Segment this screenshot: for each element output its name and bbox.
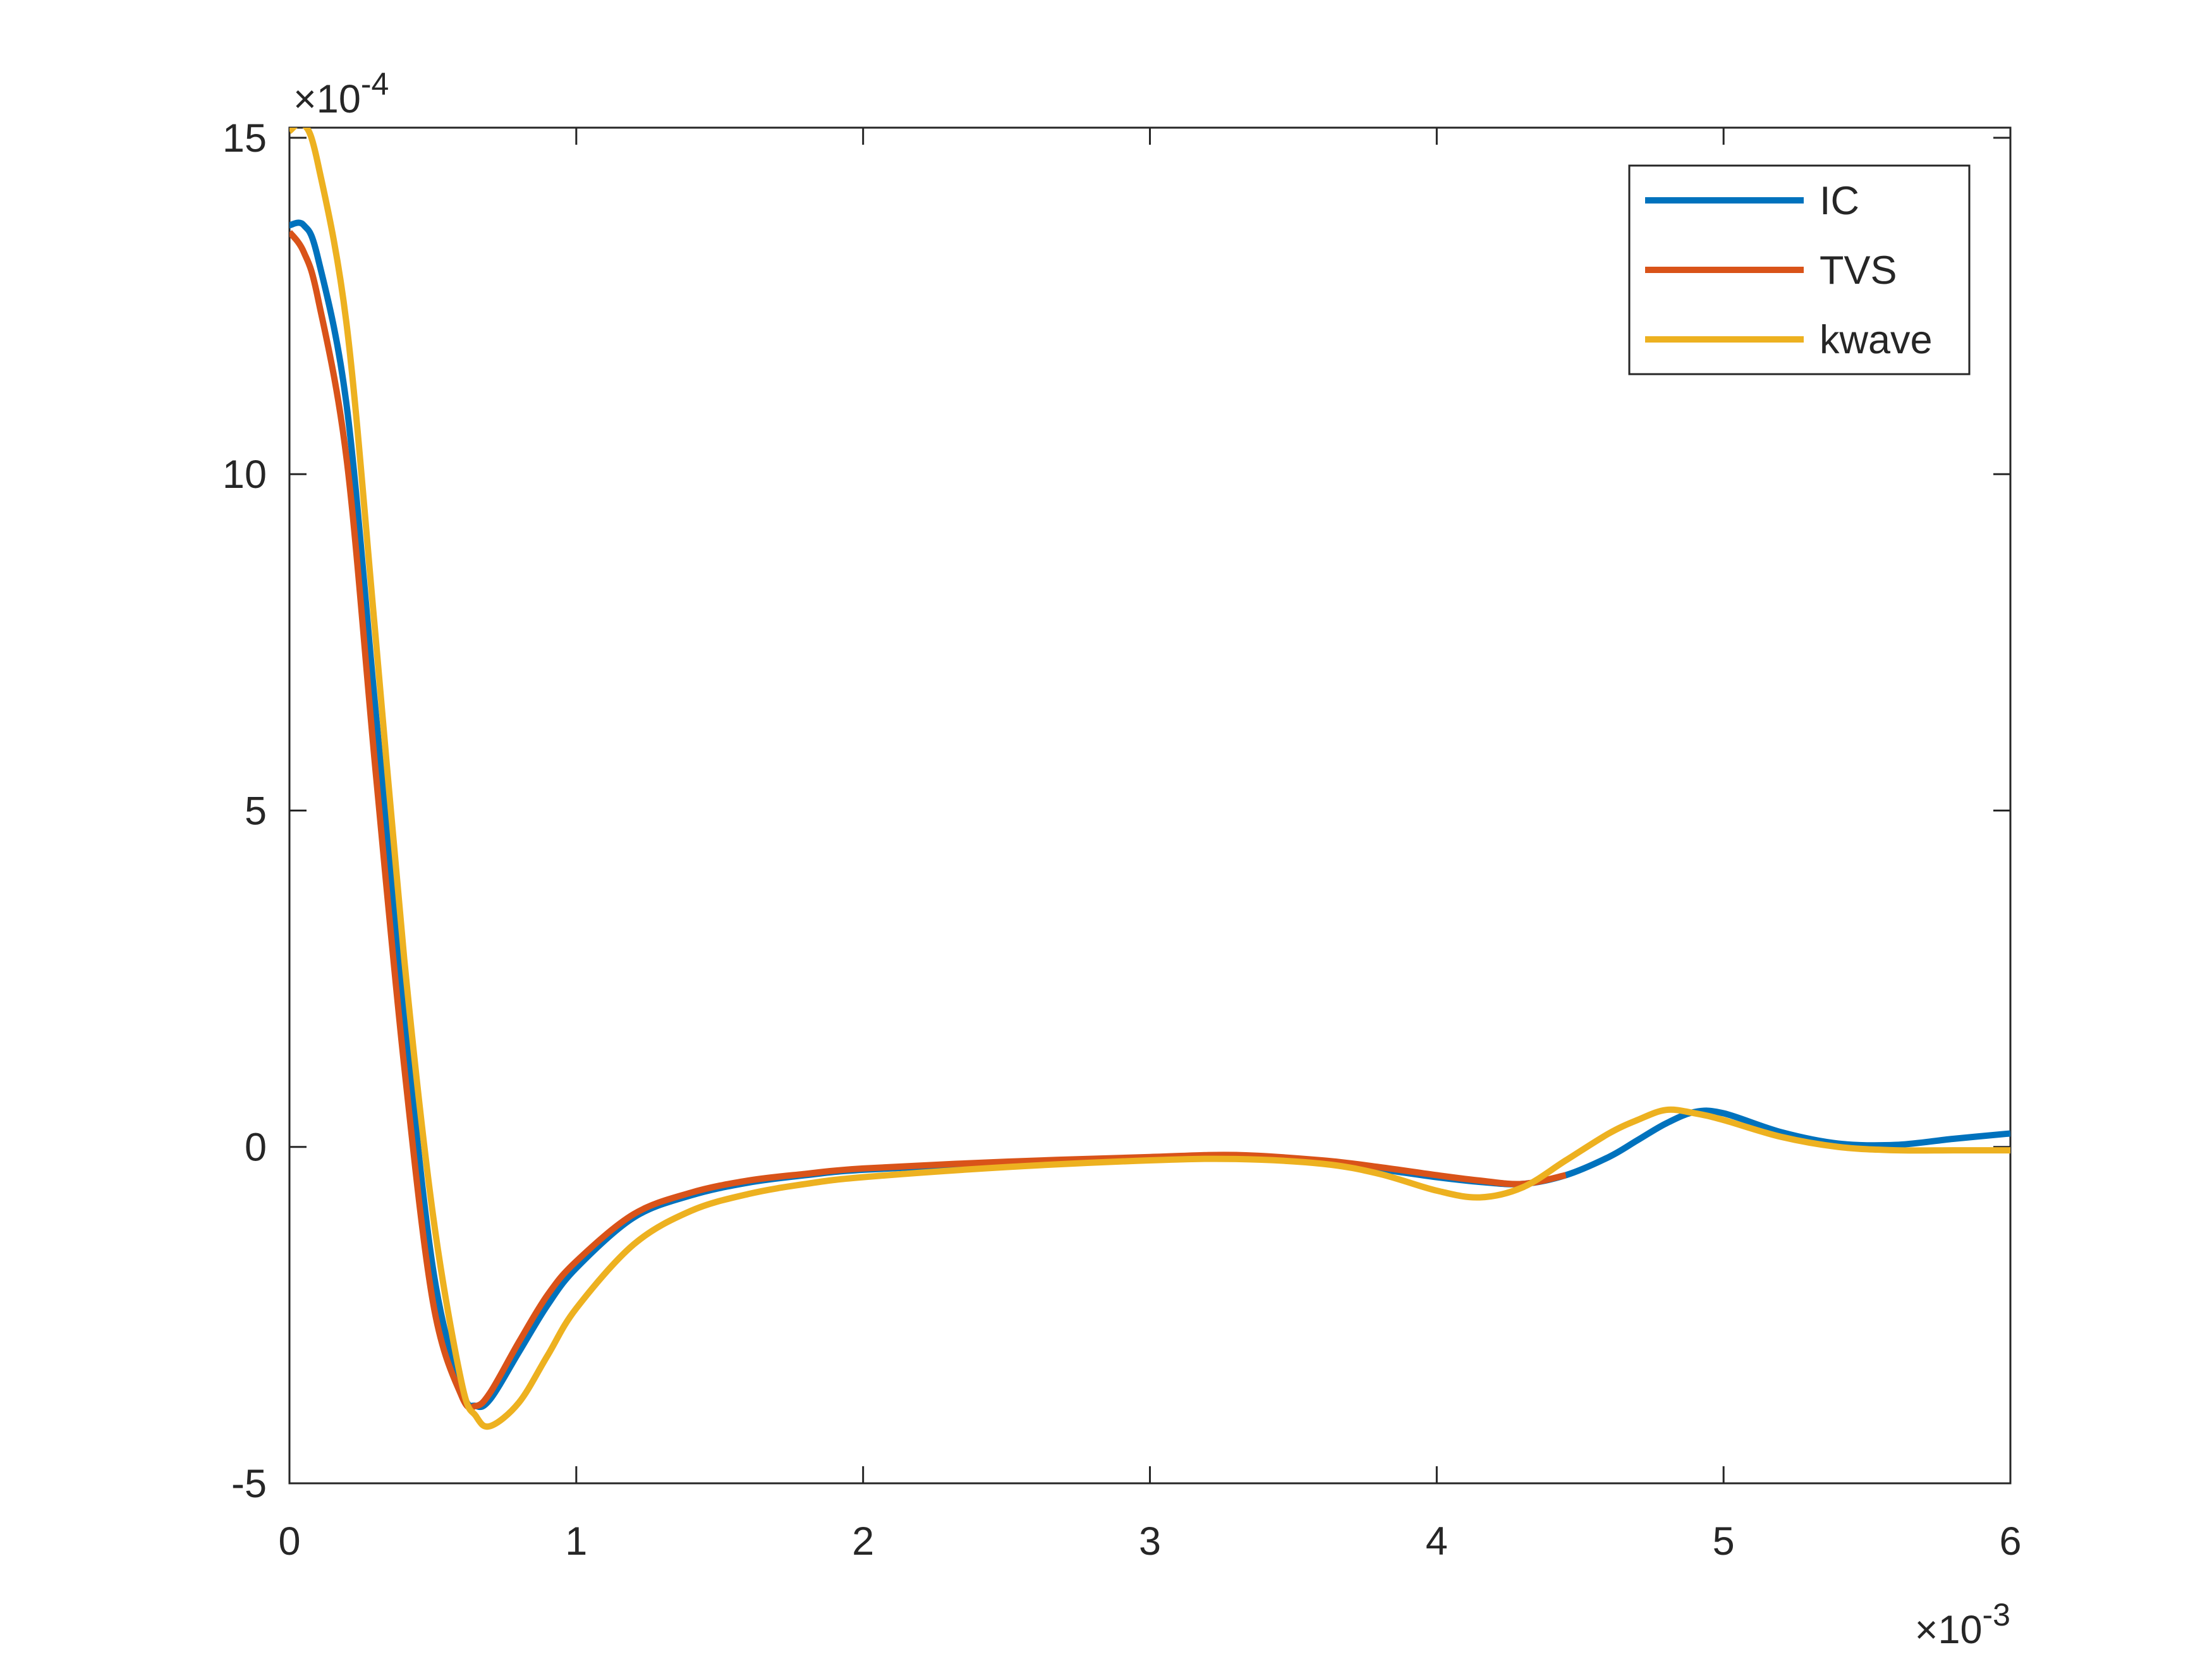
x-exponent-power: -3 — [1983, 1597, 2010, 1632]
data-line — [289, 229, 1567, 1411]
data-line — [289, 128, 2010, 1430]
x-tick-label: 3 — [1139, 1519, 1161, 1564]
x-tick-label: 5 — [1713, 1519, 1735, 1564]
x-exponent: ×10-3 — [1915, 1597, 2010, 1652]
x-tick-label: 6 — [1999, 1519, 2021, 1564]
y-tick-label: 10 — [222, 453, 267, 497]
x-tick-label: 2 — [852, 1519, 874, 1564]
legend-label: kwave — [1820, 318, 1933, 362]
y-exponent: ×10-4 — [293, 66, 389, 121]
plot-lines — [289, 128, 2010, 1430]
y-exponent-power: -4 — [361, 66, 389, 102]
y-tick-label: 5 — [245, 789, 267, 833]
legend-label: TVS — [1820, 248, 1897, 293]
y-tick-label: -5 — [231, 1462, 267, 1506]
x-tick-label: 1 — [565, 1519, 587, 1564]
y-tick-label: 15 — [222, 116, 267, 161]
y-exponent-base: ×10 — [293, 77, 361, 121]
x-exponent-base: ×10 — [1915, 1608, 1983, 1652]
x-tick-label: 0 — [278, 1519, 300, 1564]
legend-label: IC — [1820, 179, 1859, 223]
x-tick-label: 4 — [1426, 1519, 1448, 1564]
y-tick-label: 0 — [245, 1126, 267, 1170]
